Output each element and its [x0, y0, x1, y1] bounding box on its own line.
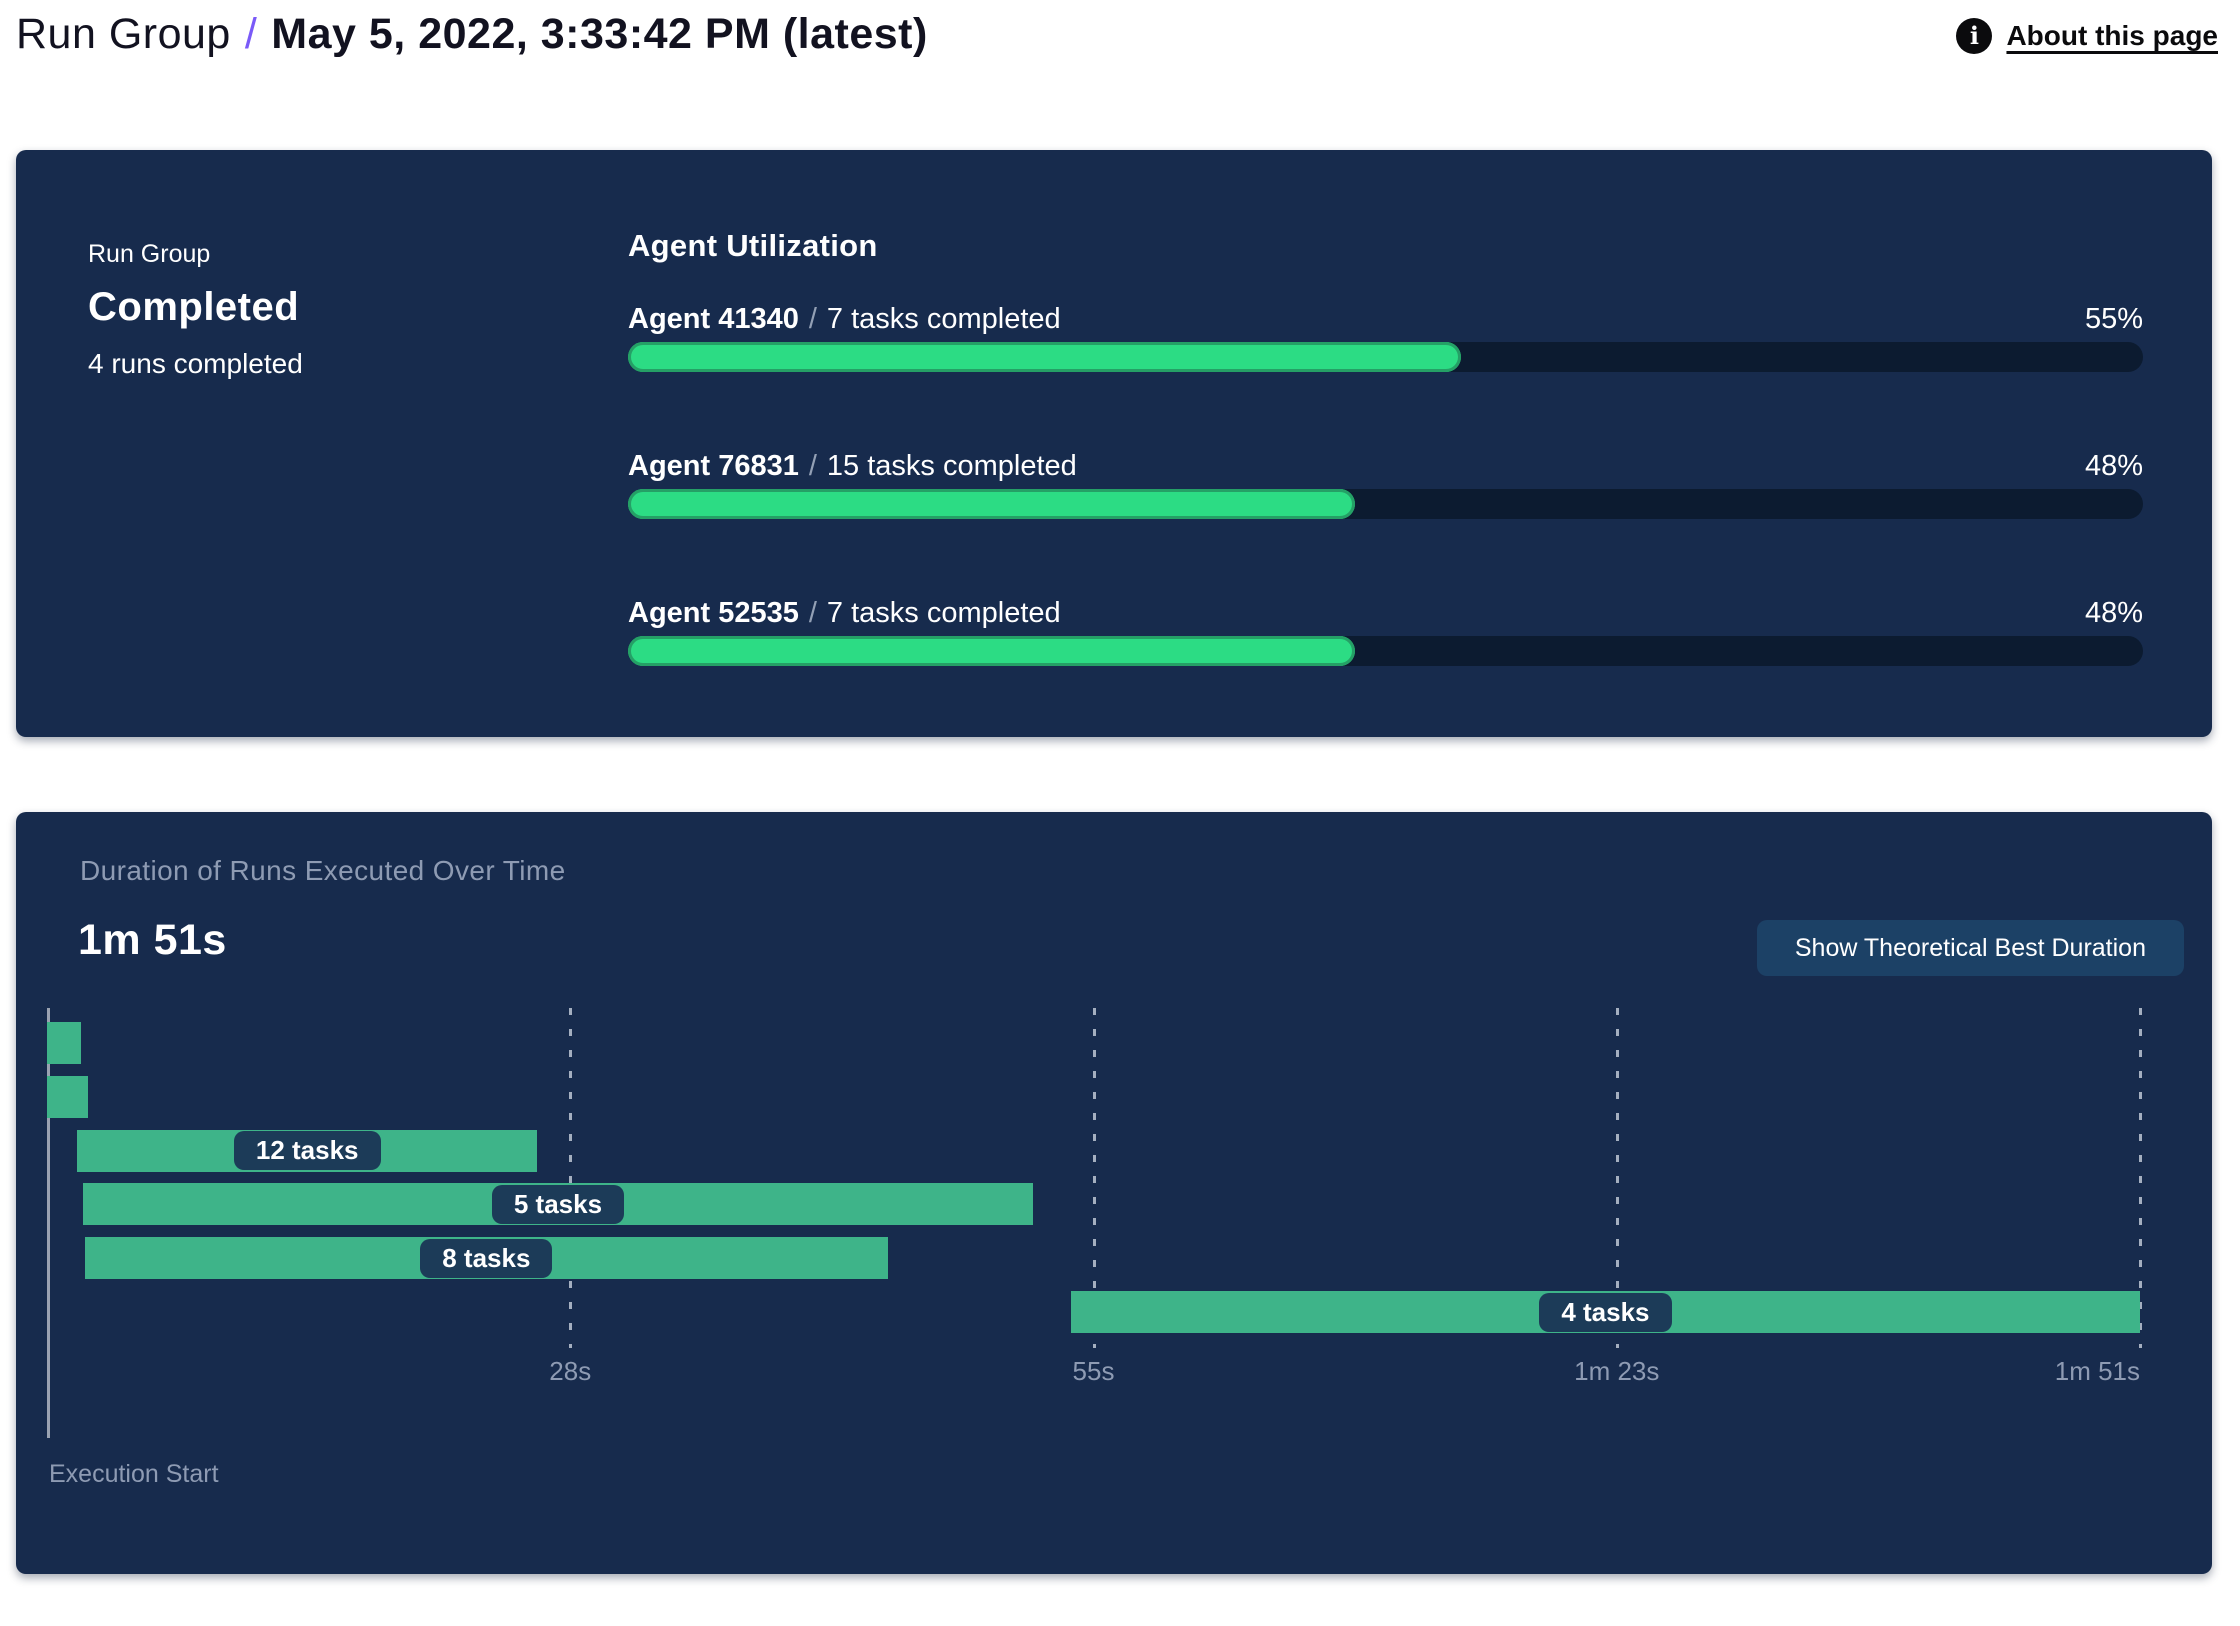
agent-utilization-track	[628, 489, 2143, 519]
duration-chart-title: Duration of Runs Executed Over Time	[80, 855, 566, 886]
about-this-page-link[interactable]: i About this page	[1956, 18, 2218, 54]
breadcrumb-run-group[interactable]: Run Group	[16, 10, 231, 58]
agent-tasks-completed: 7 tasks completed	[826, 303, 1061, 335]
agent-row-labels: Agent 41340 / 7 tasks completed 55%	[628, 303, 2143, 339]
agent-utilization-row: Agent 41340 / 7 tasks completed 55%	[628, 303, 2143, 393]
agent-utilization-percent: 48%	[2084, 597, 2143, 629]
time-gridline	[2139, 1008, 2142, 1348]
run-duration-bar[interactable]: 5 tasks	[82, 1183, 1034, 1226]
agent-tasks-completed: 15 tasks completed	[826, 450, 1077, 482]
time-gridline	[1092, 1008, 1096, 1348]
task-count-pill: 12 tasks	[233, 1131, 381, 1171]
task-count-pill: 8 tasks	[420, 1238, 553, 1278]
total-duration-value: 1m 51s	[78, 916, 227, 964]
execution-start-label: Execution Start	[49, 1460, 219, 1488]
agent-utilization-track	[628, 636, 2143, 666]
time-tick-label: 1m 23s	[1574, 1356, 1660, 1386]
agent-utilization-fill	[628, 489, 1356, 519]
duration-panel: Duration of Runs Executed Over Time 1m 5…	[16, 812, 2212, 1574]
task-count-pill: 4 tasks	[1539, 1292, 1672, 1332]
execution-start-axis-line	[47, 1008, 50, 1438]
agent-utilization-row: Agent 52535 / 7 tasks completed 48%	[628, 597, 2143, 687]
run-group-label: Run Group	[88, 240, 211, 268]
run-duration-bar[interactable]	[47, 1075, 89, 1118]
time-tick-label: 1m 51s	[2054, 1356, 2140, 1386]
runs-completed-count: 4 runs completed	[88, 348, 303, 379]
breadcrumb-separator: /	[244, 10, 258, 58]
agent-row-separator: /	[808, 450, 817, 482]
run-group-status: Completed	[88, 285, 300, 329]
agent-utilization-fill	[628, 636, 1356, 666]
page-header: Run Group / May 5, 2022, 3:33:42 PM (lates…	[16, 10, 2218, 80]
agent-tasks-completed: 7 tasks completed	[826, 597, 1061, 629]
time-tick-label: 28s	[549, 1356, 592, 1386]
agent-row-separator: /	[808, 597, 817, 629]
agent-row-labels: Agent 76831 / 15 tasks completed 48%	[628, 450, 2143, 486]
run-duration-bar[interactable]	[47, 1022, 81, 1064]
agent-utilization-title: Agent Utilization	[628, 228, 878, 263]
show-theoretical-best-duration-button[interactable]: Show Theoretical Best Duration	[1756, 920, 2184, 976]
duration-gantt-chart: 28s 55s 1m 23s 1m 51s 12 tasks 5 tasks 8 tasks…	[47, 1008, 2142, 1438]
agent-utilization-row: Agent 76831 / 15 tasks completed 48%	[628, 450, 2143, 540]
run-group-status-panel: Run Group Completed 4 runs completed Age…	[16, 150, 2212, 737]
agent-id: Agent 52535	[628, 597, 799, 629]
about-link-label: About this page	[2006, 20, 2218, 51]
info-icon-glyph: i	[1969, 21, 1980, 50]
time-tick-label: 55s	[1072, 1356, 1115, 1386]
breadcrumb: Run Group / May 5, 2022, 3:33:42 PM (lates…	[16, 10, 2218, 59]
page-title: May 5, 2022, 3:33:42 PM (latest)	[271, 10, 928, 58]
agent-id: Agent 76831	[628, 450, 799, 482]
info-icon: i	[1956, 18, 1993, 54]
time-gridline	[569, 1008, 573, 1348]
agent-row-separator: /	[808, 303, 817, 335]
run-duration-bar[interactable]: 12 tasks	[77, 1129, 538, 1172]
agent-utilization-fill	[628, 342, 1462, 372]
time-gridline	[1615, 1008, 1619, 1348]
run-duration-bar[interactable]: 4 tasks	[1070, 1291, 2140, 1333]
agent-utilization-percent: 55%	[2084, 303, 2143, 335]
run-group-summary: Run Group Completed 4 runs completed	[88, 240, 568, 380]
run-duration-bar[interactable]: 8 tasks	[84, 1237, 888, 1280]
agent-utilization-track	[628, 342, 2143, 372]
agent-utilization-section: Agent Utilization Agent 41340 / 7 tasks co…	[628, 150, 2143, 737]
agent-id: Agent 41340	[628, 303, 799, 335]
task-count-pill: 5 tasks	[491, 1184, 625, 1224]
agent-utilization-percent: 48%	[2084, 450, 2143, 482]
agent-row-labels: Agent 52535 / 7 tasks completed 48%	[628, 597, 2143, 633]
